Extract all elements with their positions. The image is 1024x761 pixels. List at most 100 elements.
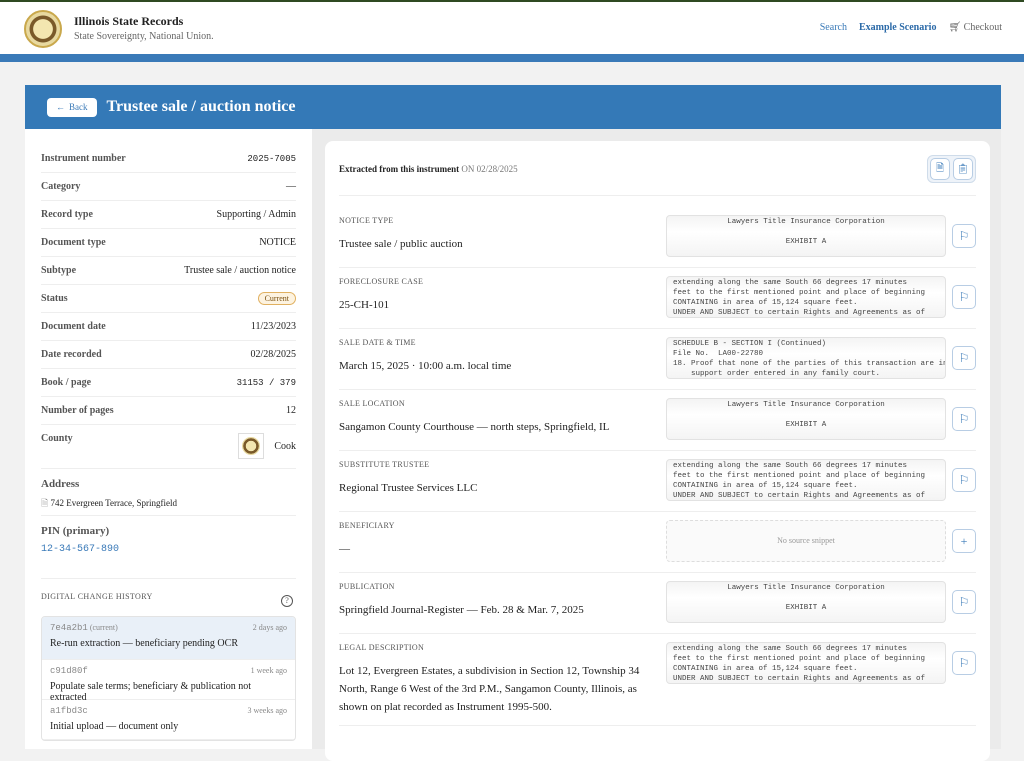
extracted-field: SALE LOCATION Sangamon County Courthouse… (339, 390, 976, 451)
extraction-area: Extracted from this instrument ON 02/28/… (312, 129, 1001, 761)
nav-checkout[interactable]: 🛒︎ Checkout (948, 22, 1002, 33)
county-seal-icon (238, 433, 265, 459)
plus-icon: + (960, 533, 968, 548)
extracted-field: BENEFICIARY — No source snippet + (339, 512, 976, 573)
extraction-card: Extracted from this instrument ON 02/28/… (325, 141, 990, 761)
detail-value: — (286, 181, 296, 192)
flag-icon: ⚐ (958, 350, 970, 365)
details-panel: Address 🗎 742 Evergreen Terrace, Springf… (25, 129, 312, 749)
detail-row: Document type NOTICE (41, 229, 296, 257)
detail-value: Trustee sale / auction notice (184, 265, 296, 276)
commit-hash: 7e4a2b1 (50, 623, 88, 633)
divider (41, 515, 296, 516)
cart-icon: 🛒︎ (948, 22, 962, 33)
commit-age: 2 days ago (252, 623, 287, 632)
extraction-header: Extracted from this instrument ON 02/28/… (339, 164, 518, 174)
detail-value: 11/23/2023 (250, 321, 296, 332)
history-title: DIGITAL CHANGE HISTORY (41, 592, 153, 601)
state-seal-logo[interactable] (24, 10, 62, 48)
detail-row: Category — (41, 173, 296, 201)
history-entry[interactable]: 7e4a2b1 (current) 2 days ago Re-run extrac… (42, 617, 295, 660)
source-snippet[interactable]: extending along the same South 66 degree… (666, 642, 946, 684)
flag-button[interactable]: ⚐ (952, 346, 976, 370)
commit-message: Populate sale terms; beneficiary & publi… (50, 681, 252, 703)
source-snippet[interactable]: Lawyers Title Insurance Corporation EXHI… (666, 398, 946, 440)
flag-icon: ⚐ (958, 472, 970, 487)
commit-message: Initial upload — document only (50, 721, 179, 732)
detail-row: Document date 11/23/2023 (41, 313, 296, 341)
current-tag: (current) (89, 623, 118, 632)
source-snippet[interactable]: Lawyers Title Insurance Corporation EXHI… (666, 215, 946, 257)
source-snippet[interactable]: extending along the same South 66 degree… (666, 459, 946, 501)
divider (41, 578, 296, 579)
header-bar (0, 54, 1024, 62)
help-icon[interactable]: ? (281, 595, 293, 607)
clipboard-view-button[interactable]: 📋︎ (953, 158, 973, 180)
extracted-field: NOTICE TYPE Trustee sale / public auctio… (339, 207, 976, 268)
detail-row: Number of pages 12 (41, 397, 296, 425)
page-title: Trustee sale / auction notice (106, 98, 296, 115)
field-label: SALE DATE & TIME (339, 338, 416, 347)
source-snippet[interactable]: Lawyers Title Insurance Corporation EXHI… (666, 581, 946, 623)
checkout-label: Checkout (963, 22, 1002, 33)
detail-label: Subtype (41, 265, 77, 276)
source-snippet[interactable]: SCHEDULE B - SECTION I (Continued) File … (666, 337, 946, 379)
add-snippet-button[interactable]: + (952, 529, 976, 553)
extracted-field: SUBSTITUTE TRUSTEE Regional Trustee Serv… (339, 451, 976, 512)
field-value: Sangamon County Courthouse — north steps… (339, 421, 610, 433)
field-value: March 15, 2025 · 10:00 a.m. local time (339, 360, 512, 372)
pin-label: PIN (primary) (41, 525, 110, 537)
extracted-field: FORECLOSURE CASE 25-CH-101 extending alo… (339, 268, 976, 329)
extracted-field: SALE DATE & TIME March 15, 2025 · 10:00 … (339, 329, 976, 390)
flag-icon: ⚐ (958, 655, 970, 670)
nav-example-scenario[interactable]: Example Scenario (858, 22, 937, 33)
detail-label: Date recorded (41, 349, 102, 360)
source-snippet[interactable]: extending along the same South 66 degree… (666, 276, 946, 318)
nav-search[interactable]: Search (819, 22, 847, 33)
extracted-field: LEGAL DESCRIPTION Lot 12, Evergreen Esta… (339, 634, 976, 726)
detail-value: 2025-7005 (247, 153, 296, 164)
flag-button[interactable]: ⚐ (952, 590, 976, 614)
detail-label: Document date (41, 321, 106, 332)
flag-button[interactable]: ⚐ (952, 468, 976, 492)
flag-icon: ⚐ (958, 411, 970, 426)
flag-button[interactable]: ⚐ (952, 285, 976, 309)
extraction-date: ON 02/28/2025 (461, 164, 518, 174)
flag-button[interactable]: ⚐ (952, 224, 976, 248)
detail-label: County (41, 433, 73, 444)
detail-row: County Cook (41, 425, 296, 469)
back-button[interactable]: ← Back (47, 97, 97, 117)
pin-link[interactable]: 12-34-567-890 (41, 544, 120, 555)
field-label: LEGAL DESCRIPTION (339, 643, 425, 652)
status-badge: Current (257, 292, 296, 305)
detail-value: Cook (274, 440, 296, 452)
flag-icon: ⚐ (958, 594, 970, 609)
detail-row: Status Current (41, 285, 296, 313)
flag-button[interactable]: ⚐ (952, 651, 976, 675)
detail-row: Subtype Trustee sale / auction notice (41, 257, 296, 285)
detail-value: NOTICE (259, 237, 296, 248)
field-label: FORECLOSURE CASE (339, 277, 424, 286)
address-label: Address (41, 478, 80, 490)
extracted-field: PUBLICATION Springfield Journal-Register… (339, 573, 976, 634)
document-view-button[interactable]: 🗎 (930, 158, 950, 180)
flag-button[interactable]: ⚐ (952, 407, 976, 431)
detail-label: Status (41, 293, 68, 304)
history-list: 7e4a2b1 (current) 2 days ago Re-run extrac… (41, 616, 296, 741)
field-value: Trustee sale / public auction (339, 238, 463, 250)
brand-name[interactable]: Illinois State Records (74, 14, 184, 28)
field-label: NOTICE TYPE (339, 216, 394, 225)
commit-age: 1 week ago (250, 666, 287, 675)
field-value: Regional Trustee Services LLC (339, 482, 478, 494)
source-snippet[interactable]: No source snippet (666, 520, 946, 562)
detail-value: 12 (286, 405, 296, 416)
detail-value: 31153 / 379 (236, 377, 296, 388)
commit-hash: c91d80f (50, 666, 88, 676)
arrow-left-icon: ← (56, 102, 65, 112)
field-value: — (339, 543, 350, 555)
history-entry[interactable]: a1fbd3c 3 weeks ago Initial upload — docu… (42, 700, 295, 740)
history-entry[interactable]: c91d80f 1 week ago Populate sale terms; b… (42, 660, 295, 703)
view-toggle: 🗎 📋︎ (927, 155, 976, 183)
top-accent-line (0, 0, 1024, 2)
detail-label: Number of pages (41, 405, 114, 416)
